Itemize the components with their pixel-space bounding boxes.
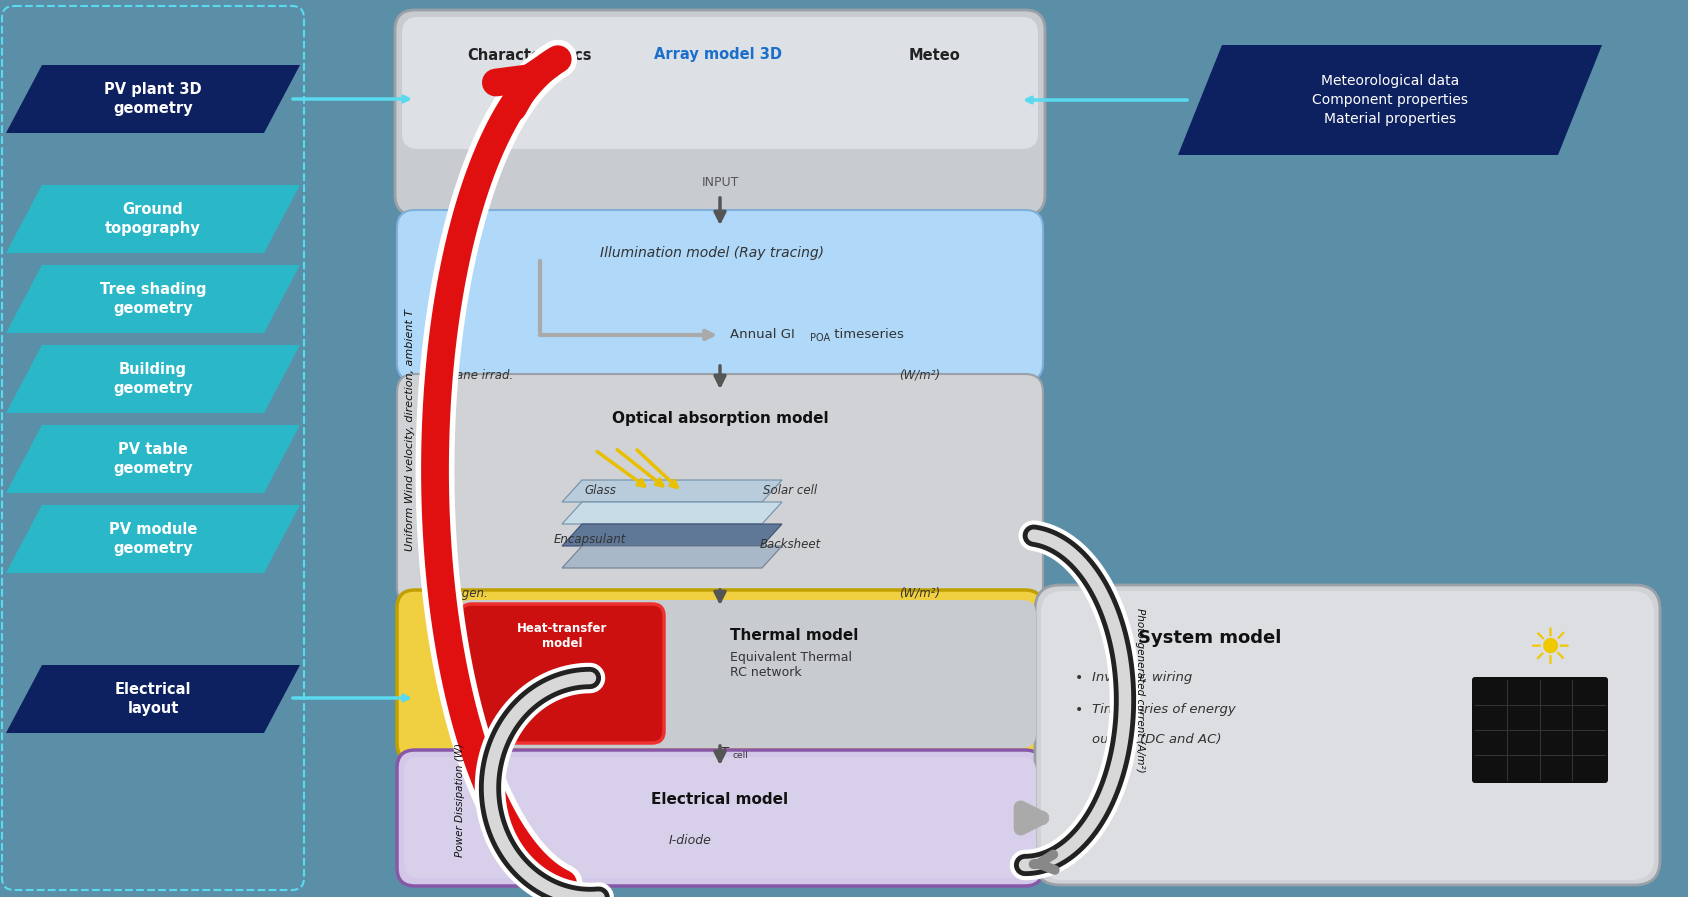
FancyBboxPatch shape <box>403 757 1036 878</box>
Text: Optical absorption model: Optical absorption model <box>611 411 829 425</box>
Text: Characteristics: Characteristics <box>468 48 592 63</box>
Polygon shape <box>7 665 300 733</box>
Text: (W/m²): (W/m²) <box>900 369 940 381</box>
FancyBboxPatch shape <box>397 750 1043 886</box>
Text: Glass: Glass <box>584 483 616 497</box>
Text: Annual GI: Annual GI <box>729 328 795 342</box>
Text: T: T <box>721 745 728 759</box>
Text: INPUT: INPUT <box>701 177 739 189</box>
Text: Electrical model: Electrical model <box>652 793 788 807</box>
Text: Inverter, wiring: Inverter, wiring <box>1092 672 1192 684</box>
Polygon shape <box>7 345 300 413</box>
Text: Electrical
layout: Electrical layout <box>115 683 191 716</box>
Text: timeseries: timeseries <box>830 328 903 342</box>
FancyBboxPatch shape <box>397 590 1043 761</box>
Polygon shape <box>562 524 782 546</box>
Text: Meteo: Meteo <box>910 48 960 63</box>
Polygon shape <box>562 546 782 568</box>
Text: Heat gen.: Heat gen. <box>430 587 488 599</box>
Text: Ground
topography: Ground topography <box>105 202 201 236</box>
FancyBboxPatch shape <box>1041 591 1654 880</box>
Text: Illumination model (Ray tracing): Illumination model (Ray tracing) <box>599 246 824 260</box>
Text: PV table
geometry: PV table geometry <box>113 442 192 475</box>
Polygon shape <box>7 425 300 493</box>
Text: Array model 3D: Array model 3D <box>653 48 782 63</box>
Polygon shape <box>7 65 300 133</box>
Text: ≡≡≡: ≡≡≡ <box>479 686 522 704</box>
Text: (W/m²): (W/m²) <box>900 587 940 599</box>
Text: PV module
geometry: PV module geometry <box>108 522 197 556</box>
Text: Uniform Wind velocity, direction, ambient T: Uniform Wind velocity, direction, ambien… <box>405 309 415 551</box>
FancyBboxPatch shape <box>397 210 1043 381</box>
Polygon shape <box>7 265 300 333</box>
Text: System model: System model <box>1138 629 1281 647</box>
Text: Building
geometry: Building geometry <box>113 362 192 396</box>
FancyBboxPatch shape <box>397 374 1043 605</box>
Text: output (DC and AC): output (DC and AC) <box>1092 734 1222 746</box>
Polygon shape <box>562 502 782 524</box>
Polygon shape <box>1178 45 1602 155</box>
FancyBboxPatch shape <box>456 600 1036 748</box>
Text: Meteorological data
Component properties
Material properties: Meteorological data Component properties… <box>1312 74 1469 126</box>
Text: cell: cell <box>733 752 749 761</box>
FancyBboxPatch shape <box>461 604 663 743</box>
Text: Heat-transfer
model: Heat-transfer model <box>517 622 608 650</box>
Text: Time series of energy: Time series of energy <box>1092 703 1236 717</box>
Text: Thermal model: Thermal model <box>729 628 859 642</box>
Text: ☀: ☀ <box>1528 626 1573 674</box>
FancyBboxPatch shape <box>402 17 1038 149</box>
FancyBboxPatch shape <box>395 10 1045 215</box>
Text: I-diode: I-diode <box>668 833 711 847</box>
Text: POA: POA <box>810 333 830 343</box>
FancyBboxPatch shape <box>1472 677 1609 783</box>
Text: In-plane irrad.: In-plane irrad. <box>430 369 513 381</box>
Text: Photo-generated current (A/m²): Photo-generated current (A/m²) <box>1134 607 1144 772</box>
Text: Encapsulant: Encapsulant <box>554 534 626 546</box>
Polygon shape <box>7 185 300 253</box>
Text: •: • <box>1075 671 1084 685</box>
FancyBboxPatch shape <box>1035 585 1659 885</box>
Text: Power Dissipation (W): Power Dissipation (W) <box>456 743 464 857</box>
Text: Equivalent Thermal
RC network: Equivalent Thermal RC network <box>729 651 852 679</box>
Text: Solar cell: Solar cell <box>763 483 817 497</box>
Polygon shape <box>7 505 300 573</box>
Text: •: • <box>1075 703 1084 717</box>
Text: Tree shading
geometry: Tree shading geometry <box>100 283 206 316</box>
Text: PV plant 3D
geometry: PV plant 3D geometry <box>105 83 203 116</box>
Polygon shape <box>562 480 782 502</box>
Text: Backsheet: Backsheet <box>760 538 820 552</box>
